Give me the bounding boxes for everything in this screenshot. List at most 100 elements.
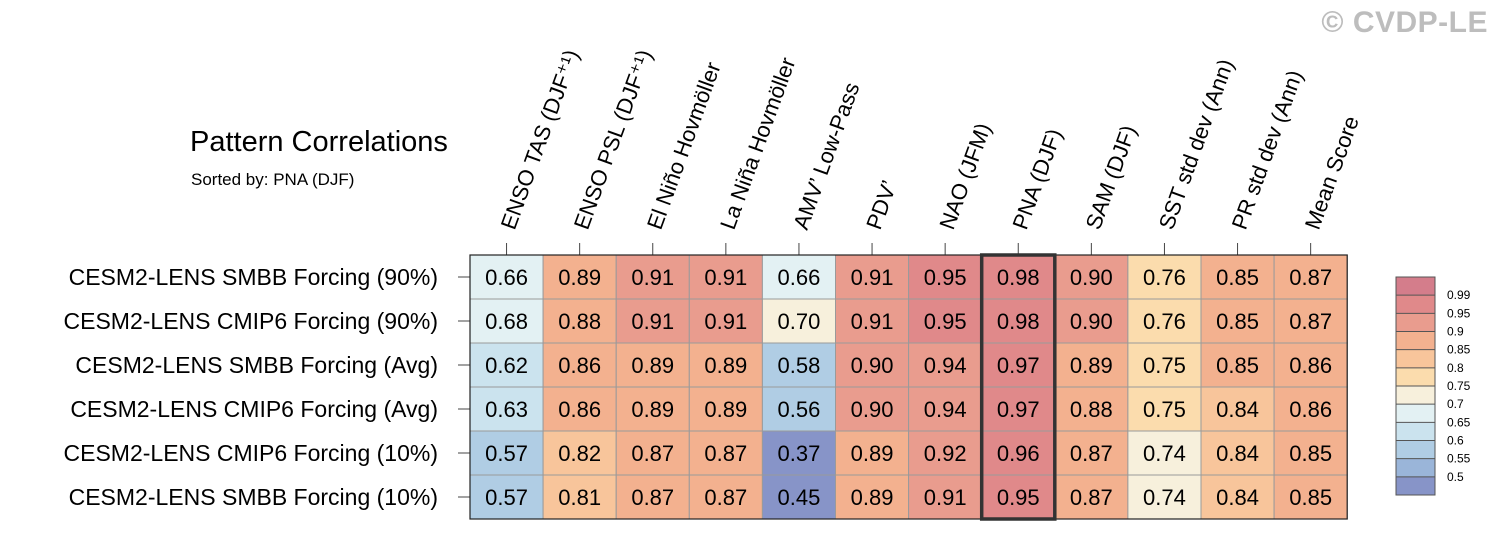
cell-value: 0.91 [924,485,967,510]
colorbar-label: 0.6 [1447,434,1464,448]
heatmap-cell [688,430,763,476]
colorbar-swatch [1396,277,1435,296]
colorbar-swatch [1396,313,1435,332]
heatmap-cell [981,298,1056,344]
colorbar-label: 0.85 [1447,343,1471,357]
heatmap-cell [1127,342,1202,388]
heatmap-cell [908,254,983,300]
colorbar-label: 0.8 [1447,361,1464,375]
copyright-watermark: © CVDP-LE [1321,6,1488,39]
cell-value: 0.97 [997,353,1040,378]
cell-value: 0.87 [704,441,747,466]
cell-value: 0.86 [558,353,601,378]
colorbar-label: 0.55 [1447,452,1471,466]
cell-value: 0.92 [924,441,967,466]
cell-value: 0.85 [1289,485,1332,510]
heatmap-cell [469,298,544,344]
cell-value: 0.87 [631,441,674,466]
cell-value: 0.89 [851,485,894,510]
cell-value: 0.84 [1216,441,1259,466]
cell-value: 0.89 [631,397,674,422]
column-label: NAO (JFM) [934,120,996,233]
cell-value: 0.62 [485,353,528,378]
column-label: Mean Score [1300,113,1364,233]
heatmap-cell [1273,430,1348,476]
cell-value: 0.66 [485,265,528,290]
column-label: PR std dev (Ann) [1227,67,1308,233]
heatmap-cell [1200,474,1275,520]
column-label: El Niño Hovmöller [642,59,726,233]
cell-value: 0.70 [778,309,821,334]
heatmap-cell [1054,298,1129,344]
row-label: CESM2-LENS SMBB Forcing (90%) [69,264,438,290]
column-label: PNA (DJF) [1007,125,1066,232]
heatmap-cell [688,254,763,300]
cell-value: 0.94 [924,397,967,422]
heatmap-cell [615,474,690,520]
cell-value: 0.97 [997,397,1040,422]
colorbar-swatch [1396,367,1435,386]
cell-value: 0.85 [1216,309,1259,334]
cell-value: 0.76 [1143,265,1186,290]
heatmap-cell [469,430,544,476]
cell-value: 0.91 [631,265,674,290]
cell-value: 0.63 [485,397,528,422]
colorbar-label: 0.7 [1447,397,1464,411]
colorbar-label: 0.95 [1447,306,1471,320]
cell-value: 0.57 [485,485,528,510]
heatmap-cell [981,474,1056,520]
column-labels: ENSO TAS (DJF⁺¹)ENSO PSL (DJF⁺¹)El Niño … [496,46,1364,255]
cell-value: 0.89 [558,265,601,290]
row-label: CESM2-LENS CMIP6 Forcing (90%) [64,308,439,334]
heatmap-cell [1054,430,1129,476]
heatmap-cell [1273,298,1348,344]
heatmap-cell [542,342,617,388]
heatmap-cell [835,342,910,388]
cell-value: 0.88 [558,309,601,334]
cell-value: 0.89 [631,353,674,378]
colorbar-label: 0.75 [1447,379,1471,393]
cell-value: 0.86 [558,397,601,422]
colorbar-swatch [1396,295,1435,314]
chart-title: Pattern Correlations [190,126,448,158]
colorbar-swatch [1396,404,1435,423]
cell-value: 0.75 [1143,397,1186,422]
heatmap-cell [615,386,690,432]
heatmap-cell [908,386,983,432]
colorbar-swatch [1396,476,1435,495]
cell-value: 0.90 [1070,309,1113,334]
cell-value: 0.90 [851,353,894,378]
cell-value: 0.86 [1289,397,1332,422]
cell-value: 0.81 [558,485,601,510]
cell-value: 0.87 [1289,265,1332,290]
cell-value: 0.91 [851,265,894,290]
heatmap-cell [1273,386,1348,432]
row-label: CESM2-LENS SMBB Forcing (10%) [69,484,438,510]
cell-value: 0.87 [631,485,674,510]
highlighted-column-box [979,253,1057,521]
heatmap-frame [469,253,1348,521]
cell-value: 0.57 [485,441,528,466]
row-label: CESM2-LENS CMIP6 Forcing (10%) [64,440,439,466]
cell-value: 0.76 [1143,309,1186,334]
cell-value: 0.95 [924,309,967,334]
column-label: ENSO TAS (DJF⁺¹) [496,46,584,232]
cell-value: 0.87 [1070,441,1113,466]
cell-value: 0.45 [778,485,821,510]
heatmap-cells: 0.66 0.89 0.91 0.91 0.66 0.91 0.95 0.98 0.90 0.76… [469,254,1348,520]
heatmap-cell [1127,298,1202,344]
cell-value: 0.88 [1070,397,1113,422]
heatmap-cell [1200,342,1275,388]
cell-value: 0.95 [997,485,1040,510]
heatmap-cell [1200,430,1275,476]
cell-value: 0.74 [1143,485,1186,510]
cell-value: 0.86 [1289,353,1332,378]
heatmap-cell [1054,474,1129,520]
cell-value: 0.90 [1070,265,1113,290]
cell-value: 0.75 [1143,353,1186,378]
cell-value: 0.66 [778,265,821,290]
cell-value: 0.90 [851,397,894,422]
heatmap-cell [542,298,617,344]
heatmap-cell [908,298,983,344]
cell-value: 0.87 [1070,485,1113,510]
